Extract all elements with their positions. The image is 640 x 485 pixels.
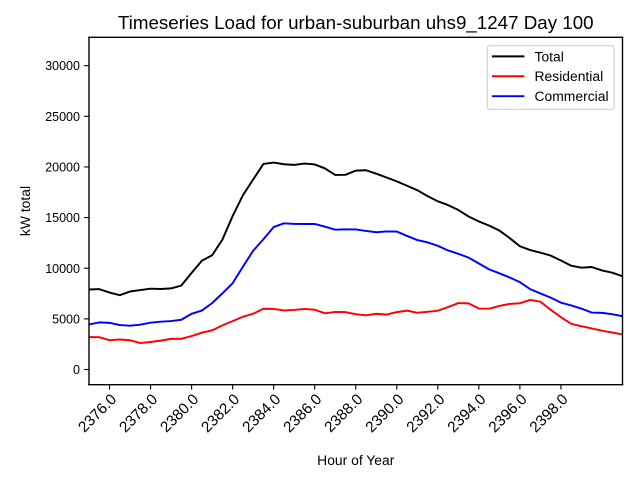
svg-text:10000: 10000 xyxy=(45,262,80,276)
svg-text:Commercial: Commercial xyxy=(535,88,609,104)
svg-text:Hour of Year: Hour of Year xyxy=(317,452,395,468)
svg-text:Timeseries Load for urban-subu: Timeseries Load for urban-suburban uhs9_… xyxy=(118,12,594,34)
svg-text:25000: 25000 xyxy=(45,110,80,124)
svg-text:30000: 30000 xyxy=(45,59,80,73)
svg-text:0: 0 xyxy=(73,363,80,377)
svg-text:20000: 20000 xyxy=(45,160,80,174)
svg-text:Residential: Residential xyxy=(535,68,604,84)
svg-text:15000: 15000 xyxy=(45,211,80,225)
svg-text:Total: Total xyxy=(535,48,564,64)
svg-text:5000: 5000 xyxy=(52,312,80,326)
svg-text:kW total: kW total xyxy=(17,186,33,236)
